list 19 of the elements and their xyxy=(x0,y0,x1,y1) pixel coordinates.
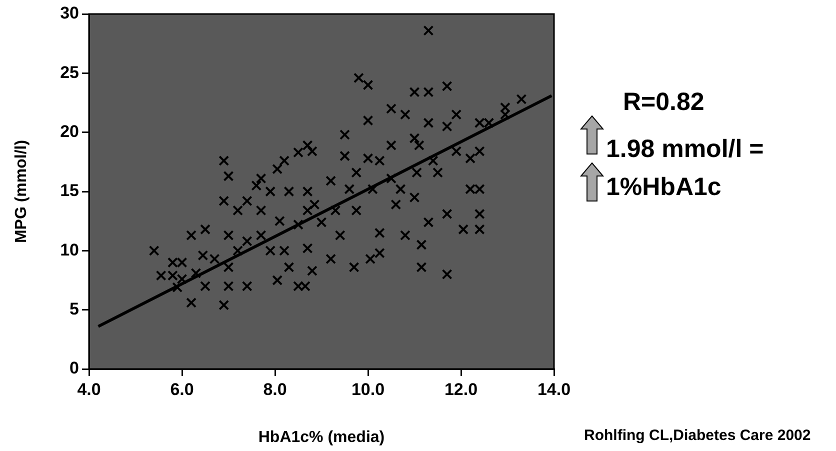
y-tick-label: 15 xyxy=(60,181,79,200)
y-tick-label: 20 xyxy=(60,122,79,142)
y-tick-label: 25 xyxy=(60,62,79,82)
text: 1%HbA1c xyxy=(606,172,722,202)
x-tick-label: 12.0 xyxy=(444,380,478,399)
x-tick-label: 4.0 xyxy=(77,380,101,399)
text: 1.98 mmol/l = xyxy=(606,134,764,164)
y-tick-label: 5 xyxy=(70,300,79,319)
y-tick-label: 10 xyxy=(60,240,79,260)
y-tick-label: 0 xyxy=(70,358,79,378)
x-tick-label: 10.0 xyxy=(351,380,385,399)
y-axis-title: MPG (mmol/l) xyxy=(13,140,30,244)
y-tick-label: 30 xyxy=(60,4,79,23)
text: Rohlfing CL,Diabetes Care 2002 xyxy=(584,427,811,444)
text: R=0.82 xyxy=(623,87,704,117)
x-tick-label: 8.0 xyxy=(263,380,287,399)
x-tick-label: 14.0 xyxy=(537,380,571,399)
x-tick-label: 6.0 xyxy=(170,380,194,399)
x-axis-title: HbA1c% (media) xyxy=(258,428,385,446)
